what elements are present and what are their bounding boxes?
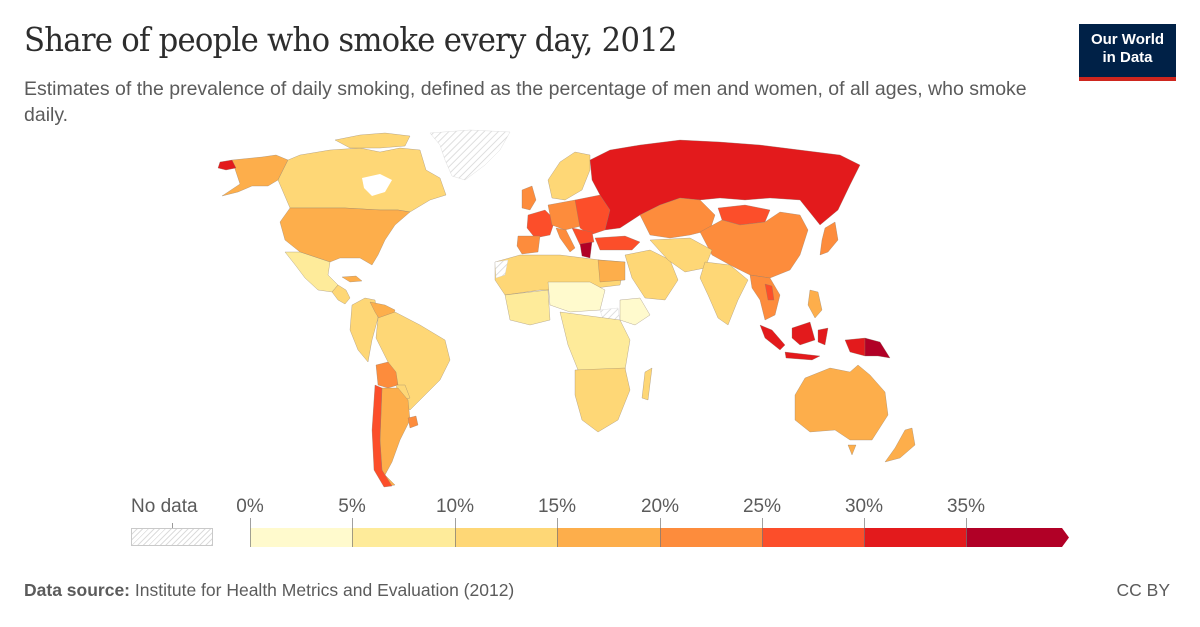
region-philippines[interactable] (807, 289, 823, 319)
chart-subtitle: Estimates of the prevalence of daily smo… (24, 78, 1027, 126)
legend-tick-label: 20% (640, 496, 680, 517)
data-source: Data source: Institute for Health Metric… (24, 580, 514, 601)
region-sahel[interactable] (547, 281, 606, 313)
legend-tick (762, 518, 763, 547)
region-australia[interactable] (794, 364, 889, 441)
data-source-label: Data source: (24, 580, 131, 600)
region-southern-africa[interactable] (574, 367, 631, 433)
region-alaska[interactable] (221, 154, 289, 197)
legend-no-data-tick (172, 523, 173, 528)
region-scandinavia[interactable] (547, 151, 591, 201)
region-indonesia-borneo[interactable] (791, 321, 816, 346)
legend-bin-5-10[interactable] (352, 528, 455, 547)
region-kazakhstan-central-asia[interactable] (639, 197, 716, 239)
region-indonesia-java[interactable] (784, 351, 821, 361)
legend-tick (660, 518, 661, 547)
legend-tick-label: 5% (338, 496, 366, 517)
legend-tick-label: 10% (435, 496, 475, 517)
legend-tick-label: 0% (236, 496, 264, 517)
region-west-africa[interactable] (504, 289, 551, 326)
region-spain[interactable] (516, 235, 541, 255)
region-canada[interactable] (277, 147, 447, 213)
region-india[interactable] (699, 261, 749, 326)
data-source-link[interactable]: Institute for Health Metrics and Evaluat… (134, 580, 515, 600)
region-western-sahara[interactable] (494, 259, 509, 279)
legend-no-data-swatch[interactable] (131, 528, 213, 546)
legend-bin-25-30[interactable] (762, 528, 864, 547)
region-egypt[interactable] (597, 259, 626, 283)
region-brazil[interactable] (375, 311, 451, 411)
chart-title: Share of people who smoke every day, 201… (24, 20, 678, 59)
region-southeast-asia[interactable] (749, 274, 781, 321)
legend-bin-20-25[interactable] (660, 528, 762, 547)
region-central-america[interactable] (331, 284, 351, 305)
region-usa[interactable] (279, 207, 411, 266)
region-indonesia-papua[interactable] (844, 337, 866, 357)
legend-no-data-label: No data (131, 496, 198, 517)
license-link[interactable]: CC BY (1116, 580, 1170, 600)
logo-line-2: in Data (1102, 49, 1153, 66)
legend-tick (864, 518, 865, 547)
world-map[interactable] (110, 128, 1010, 498)
legend-tick-label: 35% (946, 496, 986, 517)
owid-logo[interactable]: Our World in Data (1079, 24, 1176, 81)
region-madagascar[interactable] (641, 367, 653, 401)
legend-tick-label: 15% (537, 496, 577, 517)
region-hudson-bay (362, 174, 392, 196)
legend-tick (557, 518, 558, 547)
region-uk[interactable] (521, 185, 537, 211)
legend-tick (966, 518, 967, 547)
region-chile[interactable] (371, 384, 393, 488)
region-japan[interactable] (819, 221, 839, 256)
region-laos[interactable] (764, 283, 775, 301)
legend-bin-10-15[interactable] (455, 528, 557, 547)
region-turkey[interactable] (594, 235, 641, 251)
logo-line-1: Our World (1090, 31, 1165, 48)
region-italy[interactable] (555, 227, 576, 253)
legend-bin-15-20[interactable] (557, 528, 660, 547)
legend-tick-label: 30% (844, 496, 884, 517)
legend-bin-30-35[interactable] (864, 528, 966, 547)
region-indonesia-sulawesi[interactable] (817, 327, 829, 346)
region-uruguay[interactable] (407, 415, 419, 429)
legend-tick (455, 518, 456, 547)
legend-tick (352, 518, 353, 547)
legend-tick-label: 25% (742, 496, 782, 517)
region-papua-new-guinea[interactable] (864, 337, 891, 359)
region-new-zealand[interactable] (884, 427, 916, 463)
region-france[interactable] (526, 209, 556, 239)
region-china[interactable] (699, 211, 809, 279)
legend-bin-over-35[interactable] (966, 528, 1070, 547)
region-canada-arctic[interactable] (334, 132, 411, 149)
region-greenland[interactable] (429, 129, 511, 181)
legend-bin-0-5[interactable] (250, 528, 352, 547)
region-cuba[interactable] (341, 275, 363, 283)
region-tasmania[interactable] (847, 444, 857, 456)
region-middle-east[interactable] (624, 249, 679, 301)
color-legend: No data 0% 5% 10% 15% 20% 25% 30% 35% (0, 490, 1200, 560)
region-argentina[interactable] (379, 387, 411, 487)
region-ethiopia[interactable] (619, 297, 651, 326)
region-chukotka-west[interactable] (217, 159, 237, 171)
region-russia[interactable] (589, 139, 861, 231)
region-colombia-peru[interactable] (349, 297, 379, 363)
region-central-africa[interactable] (559, 311, 631, 376)
region-indonesia-sumatra[interactable] (759, 324, 786, 351)
legend-tick (250, 518, 251, 547)
region-greece[interactable] (579, 241, 593, 259)
region-balkans[interactable] (571, 227, 595, 246)
